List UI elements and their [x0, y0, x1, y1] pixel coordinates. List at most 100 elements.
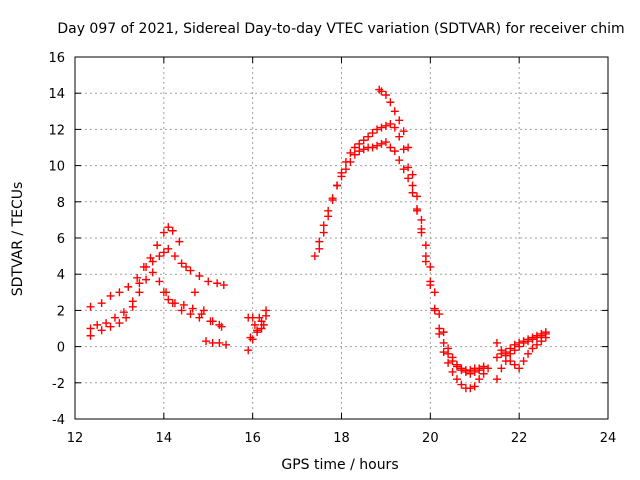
plot-frame [74, 56, 609, 420]
data-point [435, 310, 444, 319]
data-point [426, 262, 435, 271]
data-point [515, 338, 524, 347]
data-point [444, 344, 453, 353]
data-point [222, 340, 231, 349]
data-point [315, 237, 324, 246]
x-tick-label: 20 [422, 431, 439, 446]
data-point [93, 320, 102, 329]
data-point [408, 170, 417, 179]
data-point [364, 132, 373, 141]
data-point [506, 344, 515, 353]
data-point [541, 329, 550, 338]
data-point [417, 215, 426, 224]
x-tick-label: 16 [244, 431, 261, 446]
data-point [164, 295, 173, 304]
data-point [119, 308, 128, 317]
data-point [155, 277, 164, 286]
data-point [532, 333, 541, 342]
data-point [381, 138, 390, 147]
data-point [97, 299, 106, 308]
data-point [215, 320, 224, 329]
data-points [86, 85, 550, 393]
data-point [135, 288, 144, 297]
data-point [404, 163, 413, 172]
data-point [124, 282, 133, 291]
x-tick-label: 18 [333, 431, 350, 446]
data-point [155, 252, 164, 261]
data-point [215, 338, 224, 347]
data-point [359, 145, 368, 154]
data-point [179, 300, 188, 309]
data-point [377, 139, 386, 148]
data-point [319, 221, 328, 230]
data-point [315, 244, 324, 253]
data-point [528, 335, 537, 344]
y-tick-label: 4 [57, 268, 65, 283]
data-point [430, 304, 439, 313]
data-point [395, 156, 404, 165]
data-point [350, 150, 359, 159]
data-point [528, 344, 537, 353]
x-tick-label: 14 [156, 431, 173, 446]
series-track-i-afternoon [375, 85, 488, 375]
data-point [435, 324, 444, 333]
data-point [492, 338, 501, 347]
x-tick-label: 24 [600, 431, 617, 446]
data-point [519, 337, 528, 346]
x-tick-label: 22 [511, 431, 528, 446]
data-point [86, 324, 95, 333]
data-point [390, 107, 399, 116]
series-track-f-midday [244, 311, 270, 344]
data-point [346, 148, 355, 157]
data-point [146, 253, 155, 262]
data-point [475, 364, 484, 373]
data-point [206, 317, 215, 326]
data-point [324, 212, 333, 221]
data-point [408, 188, 417, 197]
data-point [182, 262, 191, 271]
data-point [386, 143, 395, 152]
data-point [492, 353, 501, 362]
data-point [439, 338, 448, 347]
data-point [408, 181, 417, 190]
series-track-b-morning [86, 223, 226, 331]
data-point [404, 174, 413, 183]
data-point [390, 147, 399, 156]
data-point [195, 313, 204, 322]
data-point [413, 192, 422, 201]
data-point [333, 181, 342, 190]
y-tick-label: 8 [57, 196, 65, 211]
data-point [142, 275, 151, 284]
x-tick-label: 12 [67, 431, 84, 446]
y-tick-label: 10 [48, 160, 65, 175]
data-point [413, 205, 422, 214]
y-tick-label: 0 [57, 341, 65, 356]
data-point [186, 310, 195, 319]
data-point [355, 139, 364, 148]
data-point [122, 313, 131, 322]
data-point [186, 266, 195, 275]
data-point [448, 353, 457, 362]
data-point [319, 228, 328, 237]
data-point [202, 337, 211, 346]
data-point [86, 331, 95, 340]
data-point [337, 168, 346, 177]
data-point [399, 127, 408, 136]
data-point [466, 384, 475, 393]
data-point [368, 143, 377, 152]
data-point [359, 136, 368, 145]
data-point [128, 302, 137, 311]
data-point [168, 226, 177, 235]
y-tick-label: 6 [57, 232, 65, 247]
data-point [421, 241, 430, 250]
data-point [399, 165, 408, 174]
data-point [426, 281, 435, 290]
data-point [373, 141, 382, 150]
y-tick-label: 16 [48, 51, 65, 66]
data-point [159, 228, 168, 237]
data-point [350, 143, 359, 152]
data-point [341, 165, 350, 174]
data-point [159, 248, 168, 257]
